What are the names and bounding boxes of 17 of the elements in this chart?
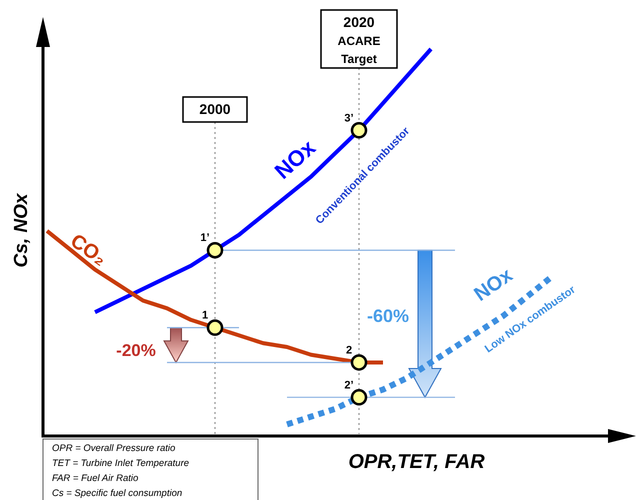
annotation: 2 [346,344,352,356]
text: Cs = Specific fuel consumption [52,488,182,499]
text: CO₂ [66,230,111,270]
text: OPR = Overall Pressure ratio [52,443,176,454]
annotation: 2000 [199,101,231,117]
x-axis-title: OPR,TET, FAR [348,451,486,473]
text: NOx [470,264,517,306]
annotation: 2’ [344,379,354,392]
annotation: 2020 ACARE Target [338,14,380,66]
annotation: 3’ [344,112,354,124]
annotation: -60% [366,306,410,326]
annotation: 1 [202,310,208,322]
annotation: 1’ [200,232,210,244]
text: TET = Turbine Inlet Temperature [52,458,190,469]
text: FAR = Fuel Air Ratio [52,473,138,484]
y-axis-title: Cs, NOx [11,192,32,268]
annotation: -20% [116,341,156,360]
